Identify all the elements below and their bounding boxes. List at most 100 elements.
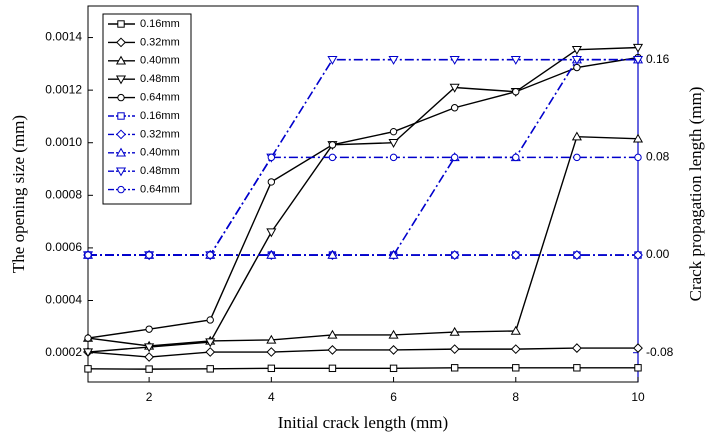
marker — [327, 56, 338, 65]
marker — [117, 93, 125, 102]
y2-tick-label: -0.08 — [646, 345, 674, 359]
marker — [115, 167, 127, 177]
marker — [573, 153, 581, 162]
x-tick-label: 10 — [631, 390, 645, 404]
marker — [449, 326, 460, 336]
series-line — [87, 347, 638, 358]
series-line — [87, 135, 639, 347]
legend-label: 0.40mm — [140, 55, 180, 67]
marker — [450, 364, 459, 372]
marker — [450, 153, 459, 162]
marker — [389, 153, 398, 162]
marker — [633, 250, 643, 260]
y-tick-label: 0.0014 — [45, 30, 82, 44]
marker — [266, 228, 277, 238]
y-tick-label: 0.0010 — [45, 135, 82, 149]
marker — [145, 325, 153, 333]
marker — [512, 364, 520, 372]
y2-tick-label: 0.00 — [646, 247, 670, 261]
marker — [634, 364, 642, 372]
y-tick-label: 0.0006 — [45, 240, 82, 254]
marker — [633, 343, 643, 353]
marker — [328, 153, 337, 162]
marker — [116, 129, 126, 140]
marker — [449, 83, 460, 93]
marker — [116, 37, 126, 48]
marker — [267, 364, 276, 373]
marker — [512, 88, 520, 96]
legend-label: 0.48mm — [140, 73, 180, 85]
marker — [267, 178, 276, 186]
marker — [388, 345, 399, 355]
marker — [206, 251, 214, 259]
marker — [145, 251, 153, 259]
marker — [206, 316, 214, 324]
marker — [571, 56, 582, 65]
marker — [632, 56, 644, 65]
series-line — [87, 367, 638, 370]
marker — [328, 141, 337, 149]
marker — [267, 153, 276, 162]
legend-label: 0.40mm — [140, 147, 180, 159]
marker — [571, 250, 582, 260]
y-tick-label: 0.0008 — [45, 187, 82, 201]
legend-label: 0.16mm — [140, 110, 180, 122]
series-line — [87, 56, 639, 339]
marker — [450, 104, 459, 112]
marker — [82, 348, 94, 358]
marker — [389, 127, 398, 136]
marker — [389, 364, 398, 373]
marker — [573, 364, 581, 372]
marker — [144, 352, 155, 362]
legend-label: 0.48mm — [140, 165, 180, 177]
legend-label: 0.32mm — [140, 128, 180, 140]
marker — [510, 56, 521, 65]
marker — [115, 55, 127, 65]
legend-box — [102, 13, 192, 205]
x-tick-label: 6 — [390, 390, 397, 404]
x-tick-label: 2 — [146, 390, 153, 404]
marker — [84, 365, 92, 373]
y2-tick-label: 0.16 — [646, 52, 670, 66]
y-tick-label: 0.0004 — [45, 293, 82, 307]
marker — [328, 364, 337, 373]
series-line — [88, 156, 638, 256]
marker — [571, 45, 582, 55]
legend-label: 0.64mm — [140, 184, 180, 196]
marker — [266, 249, 277, 259]
y-axis-title: The opening size (mm) — [9, 115, 28, 273]
marker — [388, 56, 399, 65]
marker — [388, 329, 399, 339]
legend-label: 0.64mm — [140, 92, 180, 104]
marker — [634, 153, 642, 162]
y-tick-label: 0.0002 — [45, 345, 82, 359]
marker — [205, 338, 216, 348]
marker — [266, 347, 277, 357]
marker — [573, 63, 581, 72]
marker — [571, 343, 582, 353]
marker — [117, 185, 125, 194]
x-axis-title: Initial crack length (mm) — [278, 413, 448, 432]
y-tick-label: 0.0012 — [45, 82, 82, 96]
marker — [117, 20, 125, 28]
x-tick-label: 8 — [512, 390, 519, 404]
marker — [449, 344, 460, 355]
marker — [84, 251, 92, 259]
marker — [266, 334, 277, 344]
marker — [115, 147, 127, 157]
marker — [117, 112, 125, 120]
marker — [510, 250, 521, 260]
marker — [144, 343, 155, 353]
y2-axis-title: Crack propagation length (mm) — [686, 87, 705, 302]
marker — [205, 347, 216, 357]
series-line — [87, 46, 639, 353]
x-tick-label: 4 — [268, 390, 275, 404]
marker — [388, 139, 399, 148]
marker — [327, 345, 338, 355]
legend-label: 0.16mm — [140, 18, 180, 30]
marker — [510, 344, 521, 355]
marker — [632, 43, 644, 53]
marker — [327, 249, 338, 259]
marker — [449, 250, 460, 260]
